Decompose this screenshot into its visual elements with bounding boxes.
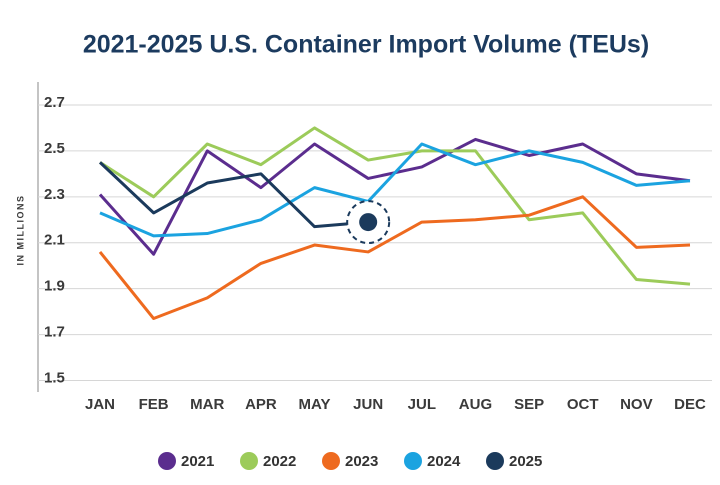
highlight-point [359, 213, 378, 232]
series-line [99, 142, 691, 238]
legend-swatch [322, 452, 340, 470]
legend-label: 2023 [345, 453, 378, 470]
legend-swatch [486, 452, 504, 470]
series-line [98, 195, 691, 321]
y-tick-label: 1.9 [44, 278, 65, 295]
x-tick-label: JUL [408, 396, 436, 413]
legend-label: 2025 [509, 453, 542, 470]
y-axis-label: IN MILLIONS [15, 195, 25, 266]
y-tick-label: 1.5 [44, 369, 65, 386]
y-tick-label: 2.7 [44, 94, 65, 111]
legend-swatch [240, 452, 258, 470]
x-tick-label: OCT [567, 396, 599, 413]
chart-title: 2021-2025 U.S. Container Import Volume (… [83, 31, 649, 59]
series-line [98, 161, 369, 229]
x-tick-label: MAY [299, 396, 331, 413]
y-tick-label: 1.7 [44, 324, 65, 341]
series-line [99, 126, 691, 286]
x-tick-label: AUG [459, 396, 492, 413]
legend-label: 2021 [181, 453, 214, 470]
x-tick-label: DEC [674, 396, 706, 413]
x-tick-label: JUN [353, 396, 383, 413]
x-tick-label: APR [245, 396, 277, 413]
y-tick-label: 2.5 [44, 140, 65, 157]
x-tick-label: FEB [139, 396, 169, 413]
legend-swatch [158, 452, 176, 470]
legend-label: 2024 [427, 453, 461, 470]
x-tick-label: NOV [620, 396, 653, 413]
x-tick-label: MAR [190, 396, 224, 413]
y-tick-label: 2.1 [44, 232, 65, 249]
x-tick-label: JAN [85, 396, 115, 413]
legend-label: 2022 [263, 453, 296, 470]
x-tick-label: SEP [514, 396, 544, 413]
y-tick-label: 2.3 [44, 186, 65, 203]
legend-swatch [404, 452, 422, 470]
